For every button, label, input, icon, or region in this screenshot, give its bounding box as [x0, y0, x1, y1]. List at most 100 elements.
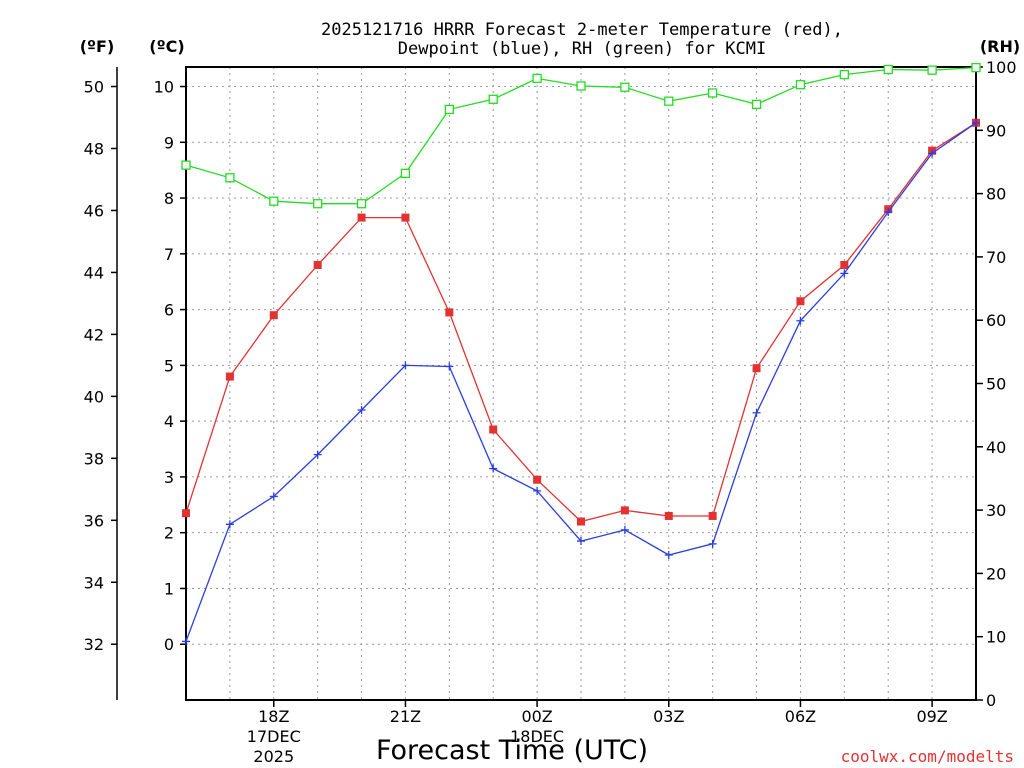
- temperature-point: [664, 511, 673, 520]
- x-date-year-label: 2025: [253, 747, 294, 766]
- celsius-tick-label: 4: [164, 412, 174, 431]
- rh-tick-label: 30: [986, 501, 1006, 520]
- temperature-point: [401, 213, 410, 222]
- x-tick-label: 09Z: [916, 707, 947, 726]
- series-dewpoint: [182, 118, 980, 646]
- rh-tick-label: 90: [986, 121, 1006, 140]
- dewpoint-point: [401, 361, 410, 370]
- rh-tick-label: 60: [986, 311, 1006, 330]
- rh-tick-label: 0: [986, 691, 996, 710]
- rh-point: [225, 173, 235, 183]
- celsius-tick-label: 5: [164, 356, 174, 375]
- rh-point: [576, 81, 586, 91]
- dewpoint-point: [489, 464, 498, 473]
- temperature-point: [752, 364, 761, 373]
- dewpoint-point: [620, 525, 629, 534]
- fahrenheit-tick-label: 42: [84, 325, 104, 344]
- rh-point: [400, 168, 411, 178]
- temperature-point: [269, 311, 278, 320]
- plot-frame: [185, 66, 977, 701]
- rh-point: [181, 160, 191, 170]
- dewpoint-point: [796, 316, 805, 325]
- rh-tick-label: 100: [986, 58, 1017, 77]
- temperature-point: [357, 213, 366, 222]
- fahrenheit-tick-label: 32: [84, 635, 104, 654]
- dewpoint-point: [840, 269, 849, 278]
- dewpoint-point: [972, 118, 980, 127]
- credit-text: coolwx.com/modelts: [841, 747, 1014, 766]
- temperature-point: [796, 297, 805, 306]
- temperature-point: [840, 260, 849, 269]
- rh-tick-label: 50: [986, 375, 1006, 394]
- grid-lines: [186, 67, 976, 700]
- celsius-tick-label: 6: [164, 301, 174, 320]
- tick-labels: 0123456789103234363840424446485001020304…: [84, 58, 1017, 766]
- chart-subtitle: Dewpoint (blue), RH (green) for KCMI: [398, 39, 766, 59]
- temperature-point: [225, 372, 234, 381]
- temperature-point: [182, 509, 190, 518]
- x-tick-label: 06Z: [785, 707, 816, 726]
- rh-point: [532, 73, 542, 84]
- rh-point: [839, 69, 849, 80]
- series-rh: [181, 62, 981, 209]
- rh-tick-label: 10: [986, 628, 1006, 647]
- fahrenheit-tick-label: 36: [84, 511, 104, 530]
- dewpoint-point: [445, 362, 454, 371]
- dewpoint-point: [928, 149, 937, 158]
- rh-tick-label: 70: [986, 248, 1006, 267]
- axes: [111, 66, 983, 707]
- temperature-point: [445, 308, 454, 317]
- celsius-tick-label: 1: [164, 579, 174, 598]
- temperature-point: [620, 506, 629, 515]
- dewpoint-point: [752, 408, 761, 417]
- temperature-point: [533, 475, 542, 484]
- x-date-label: 18DEC: [510, 727, 564, 746]
- x-tick-label: 18Z: [258, 707, 289, 726]
- dewpoint-point: [708, 539, 717, 548]
- rh-point: [488, 94, 498, 104]
- dewpoint-point: [182, 637, 190, 646]
- fahrenheit-axis-heading: (ºF): [80, 37, 115, 56]
- fahrenheit-tick-label: 38: [84, 449, 104, 468]
- dewpoint-point: [269, 492, 278, 501]
- rh-point: [795, 80, 806, 90]
- x-tick-label: 21Z: [390, 707, 421, 726]
- x-date-label: 17DEC: [247, 727, 301, 746]
- rh-axis-heading: (RH): [980, 37, 1020, 56]
- celsius-axis-heading: (ºC): [149, 37, 184, 56]
- fahrenheit-tick-label: 48: [84, 139, 104, 158]
- rh-point: [883, 64, 893, 75]
- rh-point: [708, 88, 718, 98]
- x-tick-label: 03Z: [653, 707, 684, 726]
- temperature-point: [577, 517, 585, 526]
- celsius-tick-label: 10: [154, 78, 174, 97]
- temperature-point: [313, 260, 322, 269]
- x-axis-label: Forecast Time (UTC): [376, 735, 648, 766]
- rh-point: [620, 82, 630, 92]
- rh-point: [664, 96, 674, 106]
- fahrenheit-tick-label: 46: [84, 201, 104, 220]
- rh-tick-label: 20: [986, 564, 1006, 583]
- rh-point: [356, 199, 367, 209]
- data-series: [181, 62, 981, 646]
- dewpoint-point: [225, 520, 234, 529]
- rh-point: [269, 196, 279, 206]
- rh-point: [444, 104, 454, 115]
- fahrenheit-tick-label: 34: [84, 573, 104, 592]
- dewpoint-point: [664, 550, 673, 559]
- celsius-tick-label: 3: [164, 468, 174, 487]
- dewpoint-point: [884, 208, 893, 217]
- rh-point: [971, 62, 981, 73]
- temperature-point: [489, 425, 498, 434]
- dewpoint-point: [357, 405, 366, 414]
- dewpoint-point: [313, 450, 322, 459]
- dewpoint-point: [533, 486, 542, 495]
- rh-point: [927, 65, 937, 75]
- celsius-tick-label: 8: [164, 189, 174, 208]
- temperature-point: [708, 511, 717, 520]
- celsius-tick-label: 0: [164, 635, 174, 654]
- celsius-tick-label: 7: [164, 245, 174, 264]
- celsius-tick-label: 2: [164, 524, 174, 543]
- fahrenheit-tick-label: 40: [84, 387, 104, 406]
- x-tick-label: 00Z: [521, 707, 552, 726]
